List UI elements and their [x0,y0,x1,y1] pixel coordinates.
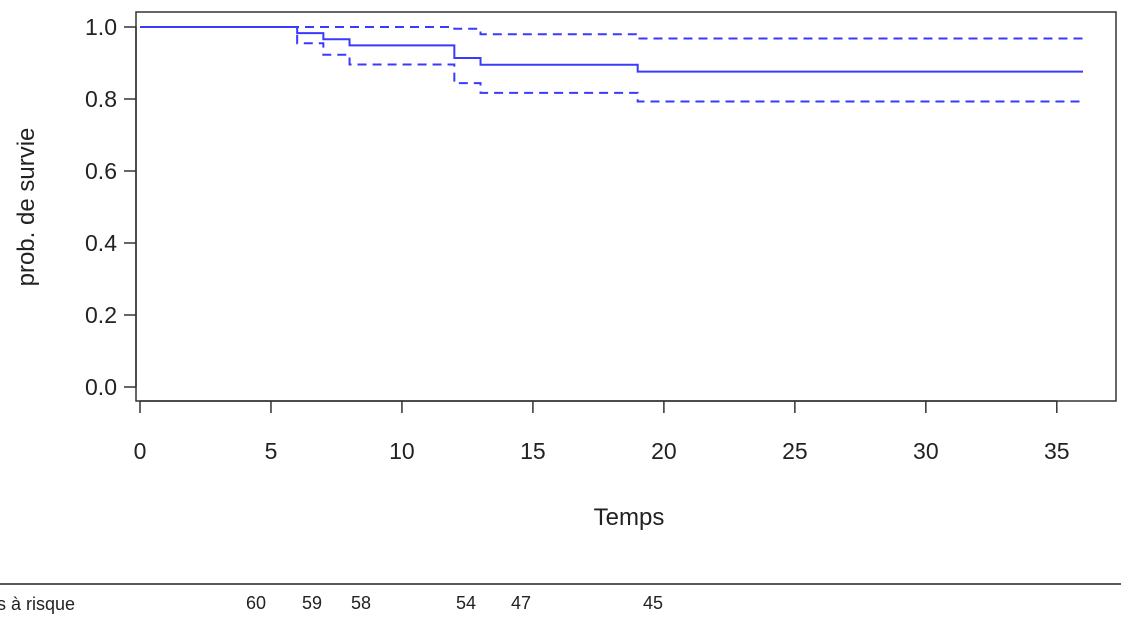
y-tick-label: 0.8 [85,86,117,112]
x-tick-label: 35 [1044,438,1070,464]
risk-table-label: s à risque [0,594,75,614]
risk-value: 58 [351,593,371,613]
y-tick-label: 1.0 [85,14,117,40]
x-tick-label: 25 [782,438,808,464]
x-tick-label: 0 [134,438,147,464]
risk-value: 45 [643,593,663,613]
x-tick-label: 20 [651,438,677,464]
plot-frame [135,11,1117,402]
series-layer [140,26,1083,103]
y-tick-label: 0.6 [85,158,117,184]
risk-value: 47 [511,593,531,613]
risk-table-values: 60 59 58 54 47 45 [246,593,663,613]
y-tick-label: 0.4 [85,230,117,256]
series-upper-line [140,26,1083,40]
y-axis-title: prob. de survie [13,128,40,287]
risk-value: 54 [456,593,476,613]
y-tick-label: 0.0 [85,374,117,400]
x-tick-label: 10 [389,438,415,464]
y-axis: 0.0 0.2 0.4 0.6 0.8 1.0 [85,14,137,400]
series-estimate-line [140,26,1083,73]
risk-value: 59 [302,593,322,613]
x-axis-title: Temps [594,504,665,531]
y-tick-label: 0.2 [85,302,117,328]
x-tick-label: 30 [913,438,939,464]
x-axis: 0 5 10 15 20 25 30 35 [134,400,1070,464]
x-tick-label: 5 [265,438,278,464]
x-tick-label: 15 [520,438,546,464]
risk-value: 60 [246,593,266,613]
